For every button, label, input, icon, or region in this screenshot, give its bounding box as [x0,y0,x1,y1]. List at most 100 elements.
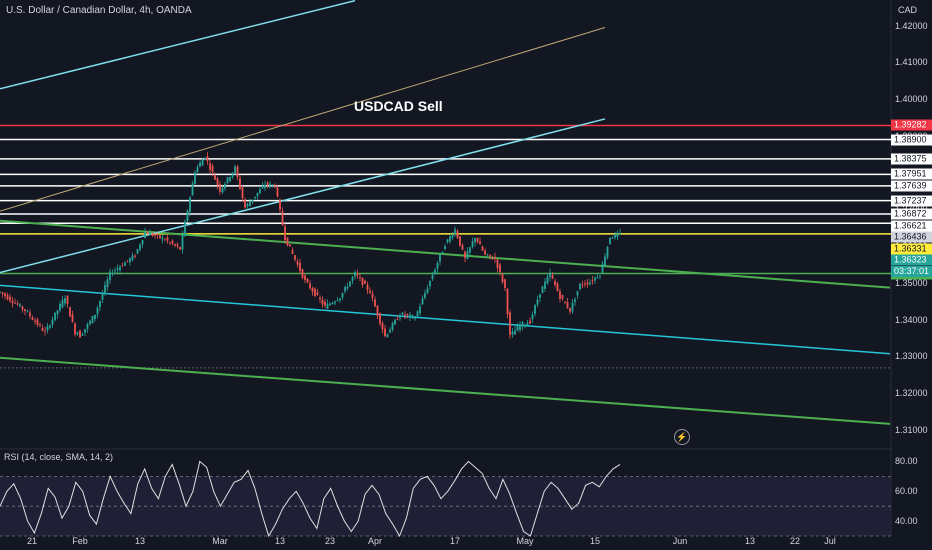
candle-body [161,237,164,240]
candle-body [581,284,584,286]
candle-body [614,234,616,238]
candle-body [529,320,531,324]
candle-body [619,232,621,235]
candle-body [151,233,154,236]
price-label-white: 1.37237 [891,195,932,207]
candle-body [261,185,264,189]
candle-body [189,197,191,212]
candle-body [401,312,404,315]
candle-body [334,301,336,304]
candle-body [159,235,161,239]
upper-aqua-line [0,0,356,90]
candle-body [249,201,251,207]
candle-body [111,273,114,275]
candle-body [169,242,171,243]
candle-body [601,263,604,274]
candle-body [394,319,396,325]
candle-body [86,324,89,329]
candle-body [511,331,514,335]
candle-body [506,288,509,315]
teal-channel-line [0,284,891,355]
candle-body [426,288,429,293]
candle-body [454,229,456,235]
candle-body [131,255,134,260]
candle-body [66,296,69,305]
candle-body [341,292,344,298]
candle-body [434,269,436,275]
time-tick: Feb [72,536,88,546]
candle-body [356,273,359,276]
candle-body [381,323,384,330]
candle-body [574,299,576,302]
candle-body [239,178,241,189]
candle-body [584,283,586,285]
price-label-white: 1.36621 [891,220,932,232]
annotation-text[interactable]: USDCAD Sell [354,98,443,114]
candle-body [186,210,189,222]
rsi-indicator-label[interactable]: RSI (14, close, SMA, 14, 2) [4,452,114,462]
candle-body [616,233,619,237]
price-label-white: 1.37639 [891,180,932,192]
candle-body [31,317,34,320]
candle-body [41,327,44,331]
candle-body [594,277,596,281]
green-channel-upper [0,219,891,289]
candle-body [194,172,196,184]
candle-body [251,199,254,203]
candle-body [209,163,211,170]
candle-body [144,231,146,239]
candle-body [221,187,224,193]
candle-body [514,330,516,335]
candle-body [339,298,341,301]
candle-body [44,330,46,332]
rsi-line [0,460,621,538]
candle-body [544,281,546,289]
bar-countdown: 03:37:01 [891,266,932,278]
candle-body [404,314,406,316]
candle-body [196,166,199,172]
candle-body [361,277,364,285]
candle-body [154,233,156,236]
candle-body [526,323,529,326]
rsi-pane [0,460,891,538]
candle-body [9,296,11,301]
green-channel-lower [0,356,891,425]
candle-body [264,184,266,189]
time-tick: 13 [134,536,146,546]
candle-body [576,291,579,296]
candle-body [166,237,169,241]
candle-body [566,302,569,309]
candle-body [609,237,611,244]
candle-body [319,297,321,300]
candle-body [366,284,369,290]
candle-body [229,177,231,182]
candle-body [491,258,494,260]
candle-body [199,162,201,167]
candle-body [414,318,416,320]
candle-body [331,302,334,304]
candle-body [206,156,209,162]
lightning-alert-icon[interactable]: ⚡ [674,429,690,445]
candle-body [306,278,309,283]
price-label-white: 1.37951 [891,168,932,180]
candle-body [344,287,346,292]
candle-body [284,226,286,241]
candle-body [386,334,389,337]
rsi-tick: 80.00 [895,456,918,467]
candle-body [304,275,306,280]
candle-body [59,304,61,311]
candle-body [391,323,394,330]
candle-body [474,238,476,243]
time-tick: 15 [589,536,601,546]
candle-body [354,271,356,277]
candle-body [74,323,76,335]
candle-body [314,288,316,297]
candle-body [116,268,119,270]
candle-body [104,285,106,295]
candle-body [149,232,151,235]
candle-body [516,325,519,331]
candle-body [419,306,421,314]
candle-body [176,244,179,247]
candle-body [1,292,4,294]
